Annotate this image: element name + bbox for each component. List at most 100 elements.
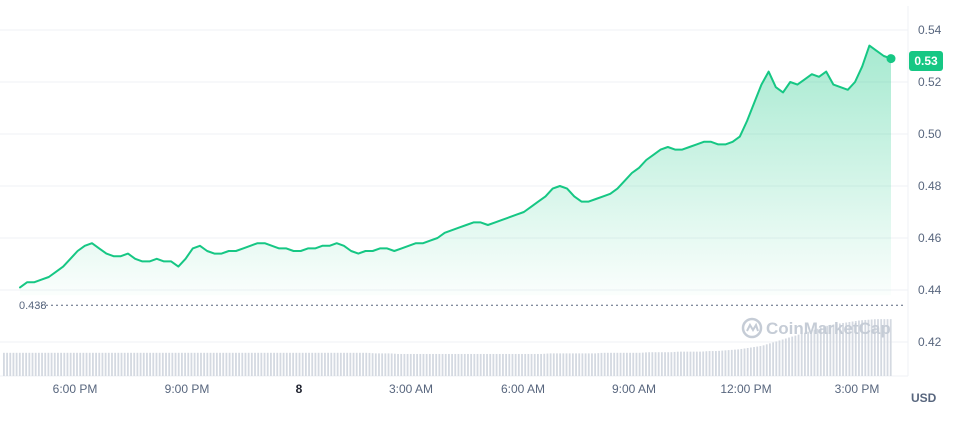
volume-bar	[791, 336, 794, 376]
price-area	[20, 45, 891, 296]
volume-bar	[482, 353, 485, 376]
volume-bar	[505, 353, 508, 376]
volume-bar	[171, 352, 174, 376]
volume-bar	[441, 353, 444, 376]
volume-bar	[873, 319, 876, 376]
volume-bar	[190, 352, 193, 376]
volume-bar	[730, 349, 733, 376]
volume-bar	[295, 352, 298, 376]
volume-bar	[336, 352, 339, 376]
volume-bar	[47, 352, 50, 376]
volume-bar	[740, 348, 743, 376]
volume-bar	[448, 353, 450, 376]
volume-bar	[804, 332, 806, 376]
volume-bar	[44, 352, 47, 376]
volume-bar	[165, 352, 167, 376]
volume-bar	[765, 344, 768, 376]
y-tick-label: 0.46	[918, 231, 942, 245]
volume-bar	[552, 353, 555, 376]
volume-bar	[123, 352, 126, 376]
y-tick-label: 0.54	[918, 23, 942, 37]
volume-bar	[670, 352, 673, 376]
volume-bar	[114, 352, 117, 376]
volume-bar	[250, 352, 253, 376]
volume-bar	[158, 352, 161, 376]
volume-bar	[203, 352, 206, 376]
watermark: CoinMarketCap	[741, 317, 891, 339]
volume-bar	[502, 353, 504, 376]
volume-bar	[130, 352, 132, 376]
volume-bar	[371, 353, 374, 376]
volume-bar	[524, 353, 527, 376]
volume-bar	[60, 352, 63, 376]
volume-bar	[177, 352, 180, 376]
volume-bar	[807, 331, 809, 376]
volume-bar	[419, 353, 422, 376]
volume-bar	[317, 352, 320, 376]
watermark-text: CoinMarketCap	[766, 319, 891, 338]
volume-bar	[50, 352, 53, 376]
volume-bar	[664, 352, 666, 376]
volume-bar	[749, 347, 752, 376]
volume-bar	[117, 352, 120, 376]
volume-bar	[111, 352, 113, 376]
volume-bar	[626, 352, 628, 376]
volume-bar	[238, 352, 241, 376]
volume-bar	[775, 341, 778, 376]
volume-bar	[311, 352, 314, 376]
volume-bar	[181, 352, 183, 376]
volume-bar	[390, 353, 393, 376]
volume-bar	[762, 345, 765, 376]
volume-bar	[422, 353, 425, 376]
volume-bar	[82, 352, 85, 376]
volume-bar	[308, 352, 310, 376]
volume-bar	[781, 339, 784, 376]
volume-bar	[724, 350, 727, 376]
volume-bar	[279, 352, 282, 376]
volume-bar	[63, 352, 66, 376]
volume-bar	[413, 353, 415, 376]
volume-bar	[168, 352, 171, 376]
volume-bar	[12, 352, 15, 376]
current-price-tag: 0.53	[909, 51, 943, 71]
volume-bar	[864, 319, 867, 376]
volume-bar	[387, 353, 390, 376]
volume-bar	[632, 352, 635, 376]
volume-bar	[556, 353, 558, 376]
volume-bar	[95, 352, 97, 376]
x-axis: 6:00 PM 9:00 PM 8 3:00 AM 6:00 AM 9:00 AM 12:0…	[53, 382, 880, 396]
volume-bar	[222, 352, 225, 376]
volume-bar	[667, 352, 670, 376]
volume-bar	[285, 352, 288, 376]
volume-bar	[76, 352, 78, 376]
volume-bar	[403, 353, 406, 376]
volume-bar	[435, 353, 438, 376]
volume-bar	[98, 352, 101, 376]
volume-bar	[571, 353, 574, 376]
x-tick-label: 8	[296, 382, 303, 396]
volume-bar	[66, 352, 69, 376]
volume-bar	[425, 353, 428, 376]
volume-bar	[581, 353, 584, 376]
volume-bar	[368, 352, 371, 376]
volume-bar	[676, 351, 679, 376]
volume-bar	[152, 352, 155, 376]
volume-bar	[161, 352, 164, 376]
volume-bar	[330, 352, 333, 376]
volume-bar	[591, 353, 593, 376]
volume-bar	[149, 352, 152, 376]
volume-bar	[292, 352, 295, 376]
volume-bar	[651, 352, 654, 376]
volume-bar	[845, 322, 848, 376]
volume-bar	[359, 352, 361, 376]
volume-bar	[146, 352, 148, 376]
volume-bar	[400, 353, 403, 376]
volume-bar	[57, 352, 59, 376]
volume-bar	[460, 353, 463, 376]
volume-bar	[241, 352, 244, 376]
volume-bar	[467, 353, 469, 376]
volume-bar	[816, 328, 819, 376]
y-tick-label: 0.50	[918, 127, 942, 141]
volume-bar	[397, 353, 399, 376]
